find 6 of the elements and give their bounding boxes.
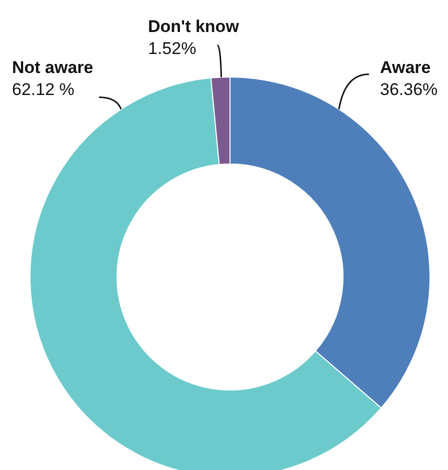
data-label: 36.36%	[380, 80, 438, 99]
data-label: 62.12 %	[12, 80, 74, 99]
slice-label: Don't know	[148, 17, 240, 36]
slice-label: Not aware	[12, 58, 94, 77]
slice-label: Aware	[380, 58, 431, 77]
data-label: 1.52%	[148, 39, 196, 58]
